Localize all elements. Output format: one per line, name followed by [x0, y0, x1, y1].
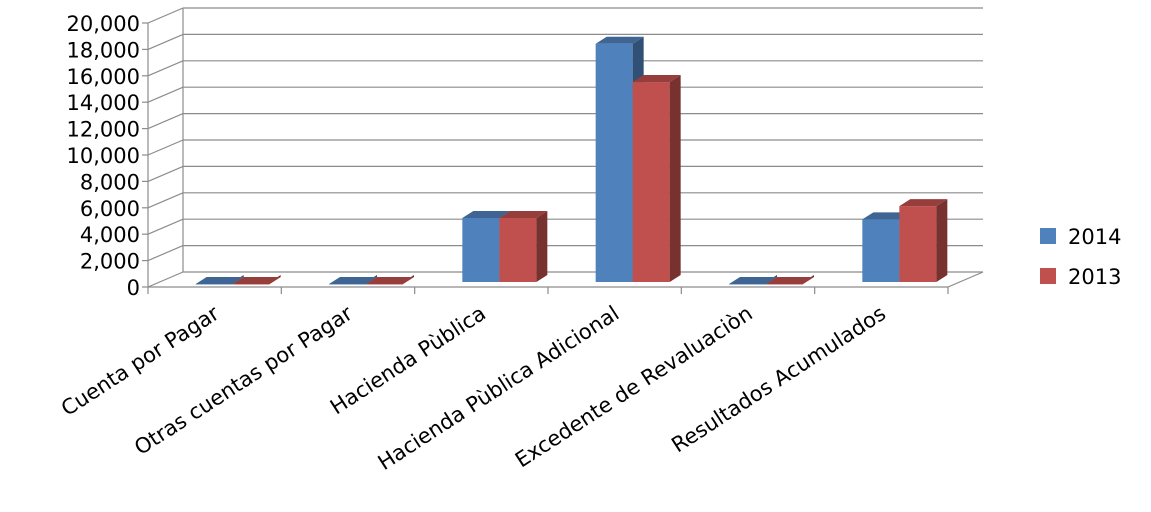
- gridline-side: [147, 192, 184, 209]
- legend: 2014 2013: [1040, 225, 1121, 289]
- x-category-label: Hacienda Pùblica Adicional: [374, 301, 624, 475]
- legend-swatch: [1040, 228, 1056, 244]
- x-category-label: Excedente de Revaluaciòn: [511, 301, 757, 472]
- legend-label: 2013: [1068, 265, 1121, 289]
- y-tick-label: 14,000: [67, 91, 140, 115]
- gridline-side: [147, 113, 184, 130]
- bar-front: [366, 284, 403, 285]
- bar-top: [862, 212, 911, 220]
- bar-side: [669, 75, 681, 282]
- bar-2013: [366, 275, 414, 285]
- bar-top: [499, 211, 548, 218]
- bar-front: [329, 284, 366, 285]
- bar-top: [899, 199, 948, 207]
- y-tick-label: 8,000: [80, 170, 140, 194]
- y-tick-label: 4,000: [80, 223, 140, 247]
- bar-2013: [766, 275, 814, 285]
- legend-swatch: [1040, 268, 1056, 284]
- floor-right-edge: [947, 271, 984, 288]
- bar-side: [536, 211, 548, 282]
- bar-top: [195, 277, 244, 284]
- bar-front: [862, 219, 900, 282]
- gridline-side: [147, 86, 184, 103]
- bar-2013: [232, 275, 281, 285]
- bar-front: [766, 284, 803, 285]
- bar-front: [729, 284, 766, 285]
- bar-front: [632, 82, 670, 282]
- bar-front: [899, 206, 937, 282]
- legend-label: 2014: [1068, 225, 1121, 249]
- x-category-label: Resultados Acumulados: [667, 301, 890, 457]
- x-category-label: Otras cuentas por Pagar: [130, 301, 357, 460]
- bar-2013: [899, 199, 948, 282]
- bar-front: [232, 284, 270, 285]
- bar-front: [595, 43, 633, 283]
- gridline-side: [147, 33, 184, 50]
- bar-top: [366, 277, 414, 284]
- bar-top: [632, 75, 681, 83]
- bars-group: [195, 36, 948, 285]
- y-tick-label: 16,000: [67, 65, 140, 89]
- bar-top: [462, 211, 511, 218]
- gridline-side: [147, 7, 184, 24]
- y-tick-label: 6,000: [80, 197, 140, 221]
- bar-top: [729, 277, 777, 284]
- bar-2013: [499, 211, 548, 282]
- bar-side: [936, 199, 948, 282]
- bar-top: [595, 36, 644, 44]
- bar-2014: [195, 275, 244, 285]
- gridline-side: [147, 245, 184, 262]
- y-tick-label: 20,000: [67, 12, 140, 36]
- y-tick-label: 0: [127, 276, 140, 300]
- gridline-side: [147, 165, 184, 182]
- bar-front: [499, 218, 537, 282]
- bar-2013: [632, 75, 681, 282]
- bar-top: [329, 277, 377, 284]
- y-tick-label: 2,000: [80, 250, 140, 274]
- gridline-side: [147, 139, 184, 156]
- bar-2014: [329, 275, 377, 285]
- bar-top: [766, 277, 814, 284]
- bar-front: [462, 218, 500, 282]
- bar-2014: [729, 275, 777, 285]
- gridline-side: [147, 271, 184, 288]
- gridline-side: [147, 60, 184, 77]
- bar-front: [195, 284, 233, 285]
- gridline-side: [147, 218, 184, 235]
- y-tick-label: 10,000: [67, 144, 140, 168]
- y-tick-label: 12,000: [67, 118, 140, 142]
- bar-top: [232, 277, 281, 284]
- y-tick-label: 18,000: [67, 38, 140, 62]
